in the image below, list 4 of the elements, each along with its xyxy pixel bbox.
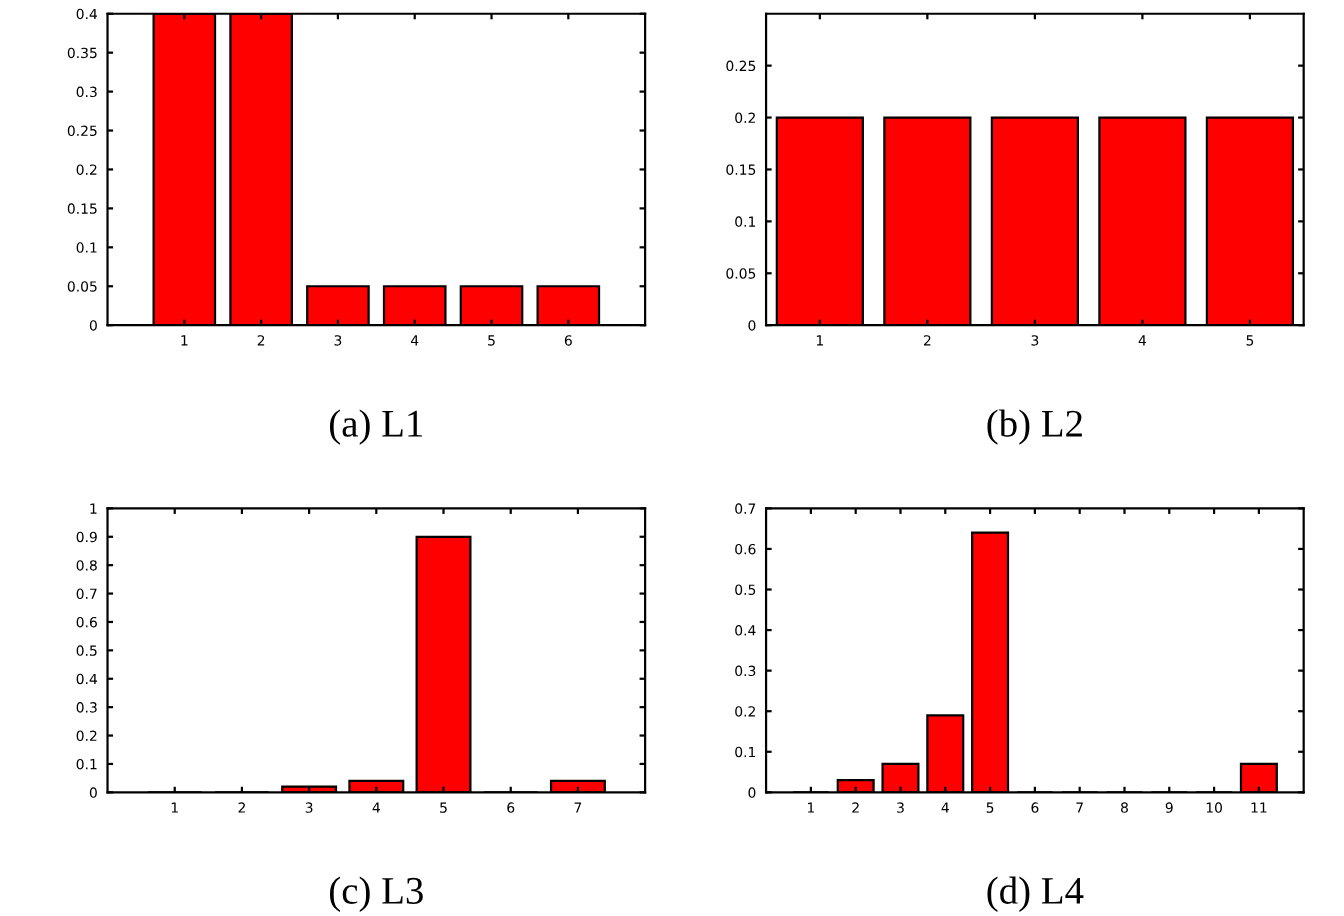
x-axis-title: (d) L4 <box>987 876 1084 912</box>
x-axis-title: (b) L2 <box>987 409 1082 445</box>
x-axis-title: (a) L1 <box>329 409 423 445</box>
x-axis-title: (c) L3 <box>329 876 423 912</box>
